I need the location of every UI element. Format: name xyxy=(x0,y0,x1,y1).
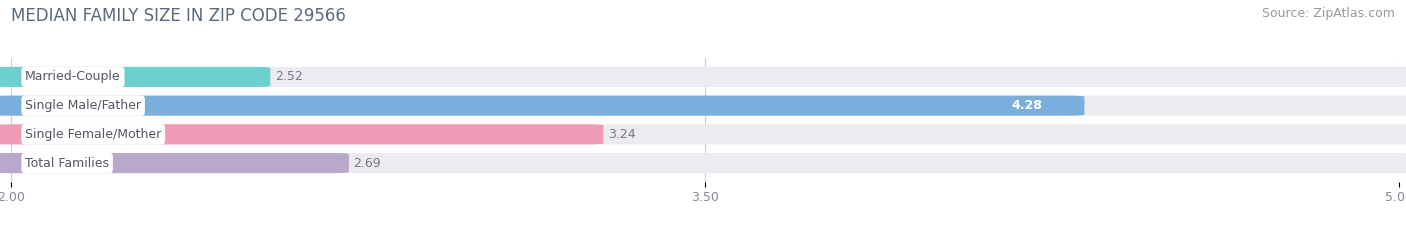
FancyBboxPatch shape xyxy=(0,153,349,173)
FancyBboxPatch shape xyxy=(0,96,1406,116)
FancyBboxPatch shape xyxy=(0,124,1406,144)
Text: 4.28: 4.28 xyxy=(1012,99,1043,112)
Text: 3.24: 3.24 xyxy=(607,128,636,141)
FancyBboxPatch shape xyxy=(0,153,1406,173)
Text: Single Female/Mother: Single Female/Mother xyxy=(25,128,162,141)
Text: Source: ZipAtlas.com: Source: ZipAtlas.com xyxy=(1261,7,1395,20)
Text: Single Male/Father: Single Male/Father xyxy=(25,99,141,112)
FancyBboxPatch shape xyxy=(0,67,1406,87)
FancyBboxPatch shape xyxy=(0,67,270,87)
Text: Total Families: Total Families xyxy=(25,157,110,170)
FancyBboxPatch shape xyxy=(0,96,1084,116)
FancyBboxPatch shape xyxy=(0,124,603,144)
Text: 2.69: 2.69 xyxy=(353,157,381,170)
Text: Married-Couple: Married-Couple xyxy=(25,70,121,83)
Text: MEDIAN FAMILY SIZE IN ZIP CODE 29566: MEDIAN FAMILY SIZE IN ZIP CODE 29566 xyxy=(11,7,346,25)
Text: 2.52: 2.52 xyxy=(276,70,302,83)
